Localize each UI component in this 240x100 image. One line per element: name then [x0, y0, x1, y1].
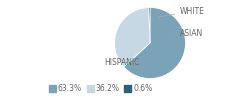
- Wedge shape: [114, 8, 150, 67]
- Wedge shape: [149, 8, 150, 43]
- Legend: 63.3%, 36.2%, 0.6%: 63.3%, 36.2%, 0.6%: [46, 81, 156, 96]
- Text: ASIAN: ASIAN: [175, 29, 203, 38]
- Wedge shape: [124, 8, 186, 79]
- Text: HISPANIC: HISPANIC: [104, 58, 139, 67]
- Text: WHITE: WHITE: [159, 7, 205, 17]
